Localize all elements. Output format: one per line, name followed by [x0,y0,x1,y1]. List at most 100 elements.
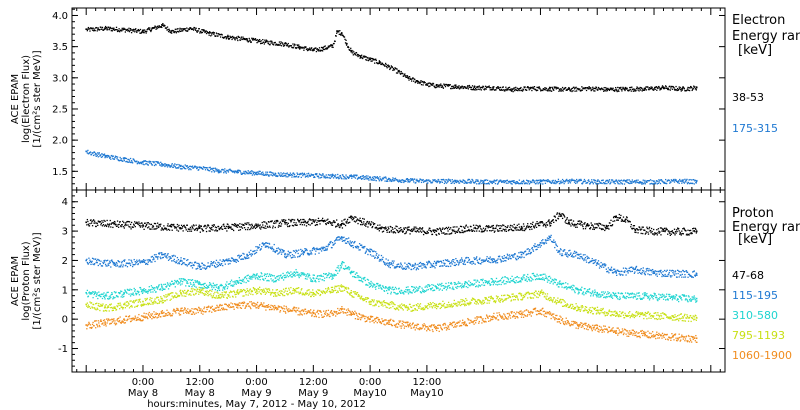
data-point [447,226,450,229]
data-point [101,225,104,227]
data-point [283,256,286,258]
data-point [645,181,647,183]
data-point [681,182,683,184]
data-point [117,30,120,32]
data-point [495,87,498,89]
data-point [571,222,573,224]
data-point [669,232,671,235]
data-point [259,38,261,41]
data-point [379,176,381,178]
data-point [654,88,656,90]
data-point [506,88,509,91]
data-point [240,37,242,39]
data-point [449,262,451,264]
data-point [274,220,276,222]
data-point [466,182,468,184]
data-point [549,89,551,91]
data-point [580,178,582,181]
data-point [608,88,610,90]
data-point [479,224,481,227]
data-point [606,90,608,92]
data-point [431,84,434,86]
data-point [461,229,463,232]
data-point [202,267,204,269]
data-point [387,259,389,261]
data-point [573,225,575,227]
data-point [471,230,474,232]
data-point [298,221,300,223]
data-point [323,176,325,179]
data-point [555,88,557,90]
data-point [454,226,456,228]
data-point [262,243,264,245]
data-point [412,77,414,79]
data-point [654,233,656,235]
data-point [264,221,266,223]
data-point [213,264,216,267]
data-point [281,251,283,253]
data-point [161,257,163,259]
data-point [328,177,331,179]
data-point [293,45,295,47]
data-point [382,256,384,259]
data-point [313,49,315,51]
data-point [452,261,454,263]
data-point [511,256,514,258]
data-point [624,219,626,221]
data-point [464,263,466,266]
data-point [261,42,263,44]
data-point [397,231,400,234]
data-point [141,226,144,228]
data-point [207,225,210,227]
data-point [133,29,135,31]
data-point [387,229,389,231]
data-point [346,218,349,221]
data-point [569,89,571,91]
data-point [130,228,132,230]
data-point [150,256,153,258]
data-point [666,87,668,89]
data-point [435,234,438,236]
data-point [127,262,130,265]
data-point [88,261,91,264]
data-point [207,169,210,172]
data-point [679,233,681,235]
data-point [345,174,347,176]
data-point [418,181,420,183]
data-point [688,89,691,92]
data-point [511,180,513,183]
data-point [410,80,413,82]
data-point [297,256,299,258]
data-point [526,248,528,250]
data-point [499,224,501,227]
data-point [357,222,359,225]
data-point [387,264,389,267]
data-point [124,157,127,160]
data-point [378,178,380,180]
data-point [326,222,328,224]
data-point [511,225,513,227]
data-point [489,180,491,182]
data-point [615,86,617,89]
data-point [695,89,698,91]
data-point [255,224,258,227]
data-point [559,181,562,183]
data-point [630,223,632,226]
data-point [695,86,698,88]
data-point [92,152,94,154]
data-point [405,231,408,233]
data-point [550,222,552,225]
data-point [503,228,505,231]
data-point [250,170,252,173]
data-point [162,164,165,166]
data-point [479,181,481,183]
data-point [381,231,384,233]
data-point [232,37,234,39]
data-point [378,62,380,64]
data-point [629,221,631,223]
data-point [410,78,412,80]
data-point [96,154,98,157]
data-point [658,179,660,181]
data-point [288,175,290,177]
data-point [574,182,577,185]
